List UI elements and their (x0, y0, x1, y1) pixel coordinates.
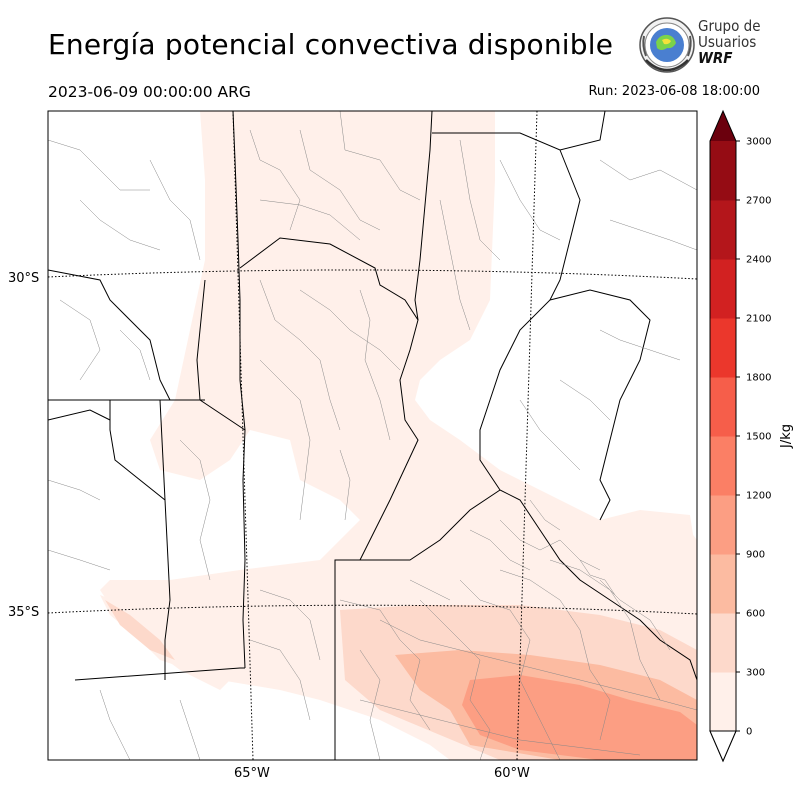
map-plot-area (48, 111, 697, 760)
lon-label-65w: 65°W (234, 766, 270, 781)
cape-contour-900-1200 (462, 675, 697, 760)
colorbar-segment (710, 200, 736, 260)
colorbar: 0 300 600 900 1200 1500 1800 2100 2400 2700 3000 J/… (709, 109, 794, 763)
colorbar-tick-label: 2400 (746, 255, 771, 266)
colorbar-tick-label: 2700 (746, 196, 771, 207)
map-title: Energía potencial convectiva disponible (48, 28, 614, 61)
lat-label-30s: 30°S (8, 271, 40, 286)
colorbar-segment (710, 613, 736, 673)
valid-time: 2023-06-09 00:00:00 ARG (48, 83, 251, 101)
logo-text: Grupo de Usuarios WRF (698, 17, 761, 67)
map-frame (47, 110, 698, 761)
lat-label-35s: 35°S (8, 605, 40, 620)
colorbar-tick-label: 0 (746, 727, 752, 738)
department-borders (48, 111, 697, 760)
colorbar-segment (710, 259, 736, 319)
colorbar-segment (710, 318, 736, 378)
colorbar-segment (710, 495, 736, 555)
colorbar-unit-label: J/kg (779, 424, 794, 449)
lon-label-60w: 60°W (494, 766, 530, 781)
colorbar-tick-label: 300 (746, 668, 765, 679)
colorbar-tick-label: 1200 (746, 491, 771, 502)
wrf-globe-icon (639, 17, 695, 73)
colorbar-tick-label: 600 (746, 609, 765, 620)
colorbar-extend-min (709, 730, 737, 763)
colorbar-tick-label: 3000 (746, 137, 771, 148)
provincial-borders (48, 111, 697, 760)
colorbar-tick-label: 1500 (746, 432, 771, 443)
colorbar-extend-max (710, 111, 736, 141)
colorbar-segment (710, 377, 736, 437)
colorbar-tick-label: 900 (746, 550, 765, 561)
run-time: Run: 2023-06-08 18:00:00 (588, 84, 760, 99)
wrf-logo: Grupo de Usuarios WRF (638, 16, 768, 74)
colorbar-segment (710, 436, 736, 496)
colorbar-segment (710, 141, 736, 201)
colorbar-segment (710, 672, 736, 732)
colorbar-tick-label: 2100 (746, 314, 771, 325)
colorbar-tick-label: 1800 (746, 373, 771, 384)
colorbar-segment (710, 554, 736, 614)
graticule-lines (48, 111, 697, 760)
